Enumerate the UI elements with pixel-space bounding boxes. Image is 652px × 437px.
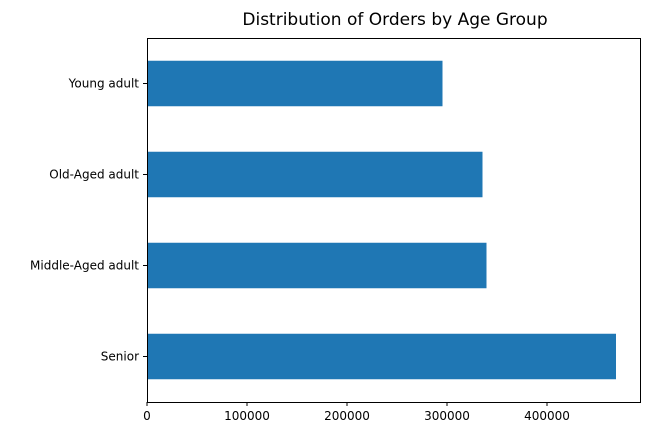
y-tick-label: Young adult	[68, 77, 140, 91]
bar-old-aged-adult	[147, 151, 483, 198]
bar-senior	[147, 333, 616, 380]
x-tick-label: 0	[143, 409, 151, 423]
plot-frame	[147, 38, 641, 403]
x-tick-label: 200000	[324, 409, 370, 423]
bar-middle-aged-adult	[147, 242, 487, 289]
y-tick-label: Old-Aged adult	[49, 168, 139, 182]
x-tick-label: 400000	[524, 409, 570, 423]
y-axis: Senior Middle-Aged adult Old-Aged adult You…	[30, 77, 147, 364]
x-axis: 0 100000 200000 300000 400000	[143, 402, 570, 423]
y-tick-label: Senior	[101, 350, 139, 364]
chart-title: Distribution of Orders by Age Group	[242, 10, 547, 30]
x-tick-label: 100000	[224, 409, 270, 423]
bars-group	[147, 60, 616, 380]
x-tick-label: 300000	[424, 409, 470, 423]
y-tick-label: Middle-Aged adult	[30, 259, 139, 273]
bar-young-adult	[147, 60, 443, 107]
